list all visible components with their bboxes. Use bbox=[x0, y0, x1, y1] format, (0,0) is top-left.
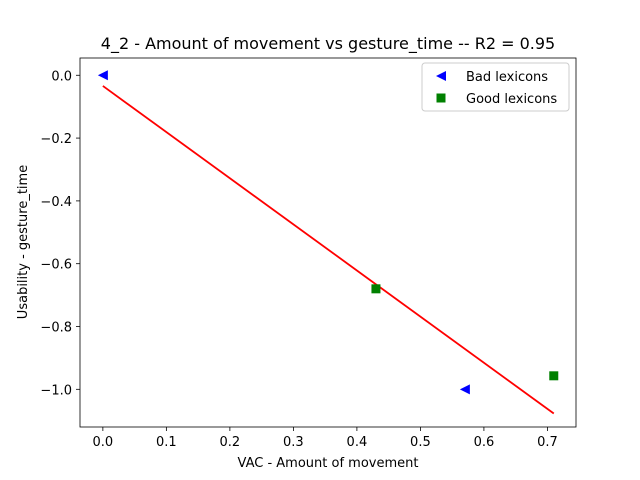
y-tick-label: −0.4 bbox=[40, 195, 72, 210]
y-tick-label: −0.8 bbox=[40, 321, 72, 336]
x-tick-label: 0.0 bbox=[93, 435, 114, 450]
legend-box bbox=[421, 62, 570, 112]
y-tick-label: −0.2 bbox=[40, 132, 72, 147]
legend-marker-good-lexicons bbox=[436, 93, 446, 103]
x-tick-label: 0.7 bbox=[537, 435, 558, 450]
x-tick-label: 0.3 bbox=[283, 435, 304, 450]
x-tick-label: 0.5 bbox=[410, 435, 431, 450]
x-axis-label: VAC - Amount of movement bbox=[238, 456, 419, 471]
x-tick-label: 0.2 bbox=[220, 435, 241, 450]
axes-frame bbox=[79, 57, 577, 428]
good-lexicons-point bbox=[549, 371, 559, 381]
bad-lexicons-point bbox=[97, 70, 108, 81]
plot-area: 0.0 0.1 0.2 0.3 0.4 0.5 0.6 0.7 0.0 −0.2 −0.4 −0.6 −… bbox=[40, 57, 577, 450]
y-tick-label: −0.6 bbox=[40, 258, 72, 273]
regression-line bbox=[102, 85, 555, 415]
y-axis-label: Usability - gesture_time bbox=[16, 165, 31, 319]
chart-title: 4_2 - Amount of movement vs gesture_time… bbox=[101, 34, 555, 54]
y-tick-label: 0.0 bbox=[51, 69, 72, 84]
legend-marker-bad-lexicons bbox=[436, 71, 446, 81]
x-tick-label: 0.1 bbox=[156, 435, 177, 450]
legend-label-bad-lexicons: Bad lexicons bbox=[466, 70, 548, 85]
y-tick-label: −1.0 bbox=[40, 383, 72, 398]
good-lexicons-point bbox=[371, 284, 381, 294]
x-tick-label: 0.4 bbox=[347, 435, 368, 450]
legend-label-good-lexicons: Good lexicons bbox=[466, 92, 557, 107]
bad-lexicons-point bbox=[459, 384, 470, 395]
x-tick-label: 0.6 bbox=[474, 435, 495, 450]
